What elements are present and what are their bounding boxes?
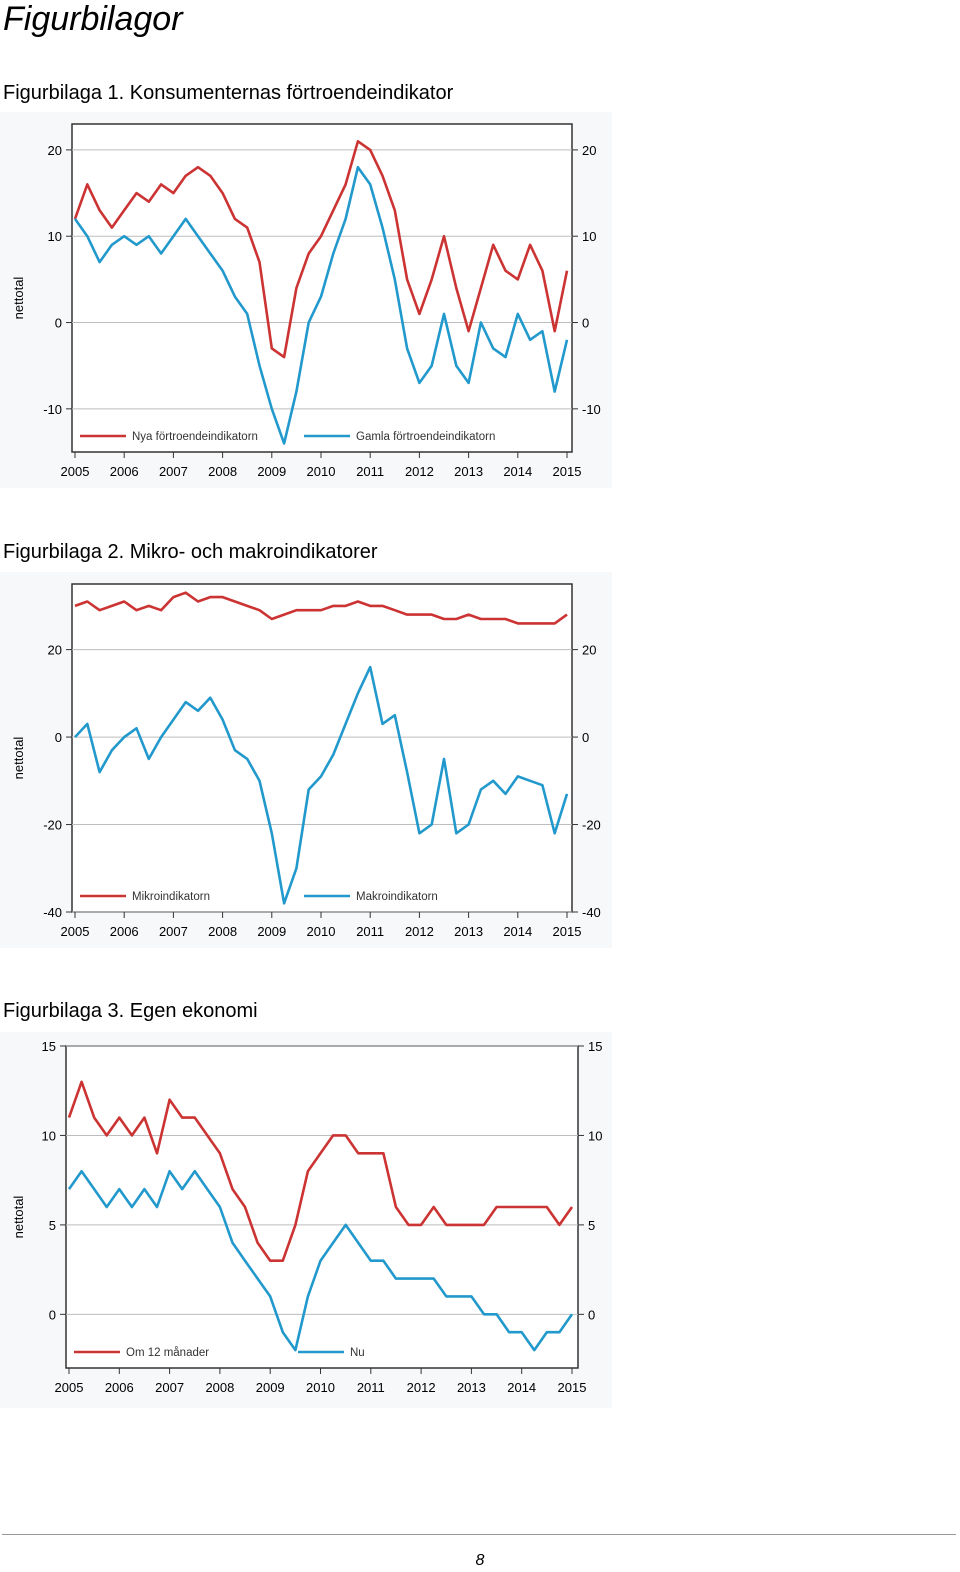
legend-label: Nya förtroendeindikatorn	[132, 431, 258, 443]
x-tick-label: 2013	[454, 924, 483, 939]
y-tick-label-right: -20	[582, 818, 601, 833]
y-tick-label-right: -10	[582, 402, 601, 417]
series-line-2	[74, 665, 569, 905]
series-line-2	[67, 1169, 574, 1352]
x-tick-label: 2005	[61, 924, 90, 939]
series-line-2	[73, 165, 569, 445]
legend-label: Nu	[350, 1347, 365, 1359]
x-tick-label: 2006	[110, 924, 139, 939]
y-tick-label-right: 10	[588, 1128, 602, 1143]
y-tick-label-left: 5	[49, 1218, 56, 1233]
y-tick-label-left: 0	[55, 316, 62, 331]
y-tick-label-left: -40	[43, 905, 62, 920]
y-axis-label: nettotal	[11, 737, 26, 780]
figure-1-title: Figurbilaga 1. Konsumenternas förtroende…	[3, 82, 454, 104]
x-tick-label: 2011	[356, 924, 384, 939]
y-tick-label-right: 15	[588, 1039, 602, 1054]
y-tick-label-right: 5	[588, 1218, 595, 1233]
x-tick-label: 2007	[159, 464, 188, 479]
x-tick-label: 2006	[105, 1380, 134, 1395]
x-tick-label: 2015	[553, 924, 582, 939]
plot-area	[71, 583, 573, 913]
x-tick-label: 2007	[155, 1380, 184, 1395]
x-tick-label: 2009	[257, 924, 286, 939]
x-tick-label: 2012	[405, 924, 434, 939]
x-tick-label: 2005	[55, 1380, 84, 1395]
x-tick-label: 2009	[256, 1380, 285, 1395]
y-tick-label-left: 20	[48, 643, 62, 658]
y-tick-label-right: 20	[582, 143, 596, 158]
figure-2-title: Figurbilaga 2. Mikro- och makroindikator…	[3, 541, 378, 563]
figure-1-chart: 20 20 10 10 0 0 -10 -10 2005 2006 2007 2008 2009 2010…	[0, 112, 612, 488]
series-line-1	[74, 591, 568, 625]
figure-3-chart: 15 15 10 10 5 5 0 0 2005 2006 2007 2008 2009 2010 2011…	[0, 1032, 612, 1408]
x-tick-label: 2013	[454, 464, 483, 479]
x-tick-label: 2008	[208, 464, 237, 479]
legend-label: Gamla förtroendeindikatorn	[356, 431, 495, 443]
x-tick-label: 2015	[553, 464, 582, 479]
x-tick-label: 2012	[405, 464, 434, 479]
y-tick-label-right: 0	[588, 1307, 595, 1322]
series-line-1	[73, 139, 569, 359]
series-line-1	[67, 1080, 574, 1262]
y-tick-label-right: 10	[582, 229, 596, 244]
legend-label: Om 12 månader	[126, 1347, 209, 1359]
figure-3-title: Figurbilaga 3. Egen ekonomi	[3, 1000, 258, 1022]
y-tick-label-left: 0	[55, 730, 62, 745]
x-tick-label: 2014	[507, 1380, 536, 1395]
y-tick-label-right: 20	[582, 643, 596, 658]
y-tick-label-left: 0	[49, 1307, 56, 1322]
y-axis-label: nettotal	[11, 277, 26, 320]
x-tick-label: 2010	[306, 1380, 335, 1395]
plot-area	[71, 123, 573, 453]
y-tick-label-left: 20	[48, 143, 62, 158]
footer-divider	[2, 1534, 956, 1535]
x-tick-label: 2014	[503, 924, 532, 939]
x-tick-label: 2015	[558, 1380, 587, 1395]
x-tick-label: 2012	[407, 1380, 436, 1395]
y-tick-label-left: 10	[42, 1128, 56, 1143]
y-tick-label-right: 0	[582, 316, 589, 331]
x-tick-label: 2006	[110, 464, 139, 479]
y-tick-label-left: -20	[43, 818, 62, 833]
y-tick-label-right: -40	[582, 905, 601, 920]
legend-label: Makroindikatorn	[356, 891, 438, 903]
page-number: 8	[475, 1552, 485, 1569]
y-tick-label-left: 15	[42, 1039, 56, 1054]
x-tick-label: 2014	[503, 464, 532, 479]
chart-3-svg: 15 15 10 10 5 5 0 0 2005 2006 2007 2008 2009 2010 2011…	[0, 1032, 612, 1408]
y-tick-label-left: 10	[48, 229, 62, 244]
x-tick-label: 2009	[257, 464, 286, 479]
x-tick-label: 2011	[356, 464, 384, 479]
figure-2-chart: 20 20 0 0 -20 -20 -40 -40 2005 2006 2007 2008 2009 20…	[0, 572, 612, 948]
x-tick-label: 2007	[159, 924, 188, 939]
x-tick-label: 2005	[61, 464, 90, 479]
x-tick-label: 2008	[205, 1380, 234, 1395]
chart-2-svg: 20 20 0 0 -20 -20 -40 -40 2005 2006 2007 2008 2009 20…	[0, 572, 612, 948]
x-tick-label: 2011	[357, 1380, 385, 1395]
x-tick-label: 2010	[307, 924, 336, 939]
x-tick-label: 2013	[457, 1380, 486, 1395]
y-tick-label-right: 0	[582, 730, 589, 745]
x-tick-label: 2008	[208, 924, 237, 939]
legend-label: Mikroindikatorn	[132, 891, 210, 903]
y-tick-label-left: -10	[43, 402, 62, 417]
page-title: Figurbilagor	[3, 0, 183, 38]
y-axis-label: nettotal	[11, 1196, 26, 1239]
x-tick-label: 2010	[307, 464, 336, 479]
